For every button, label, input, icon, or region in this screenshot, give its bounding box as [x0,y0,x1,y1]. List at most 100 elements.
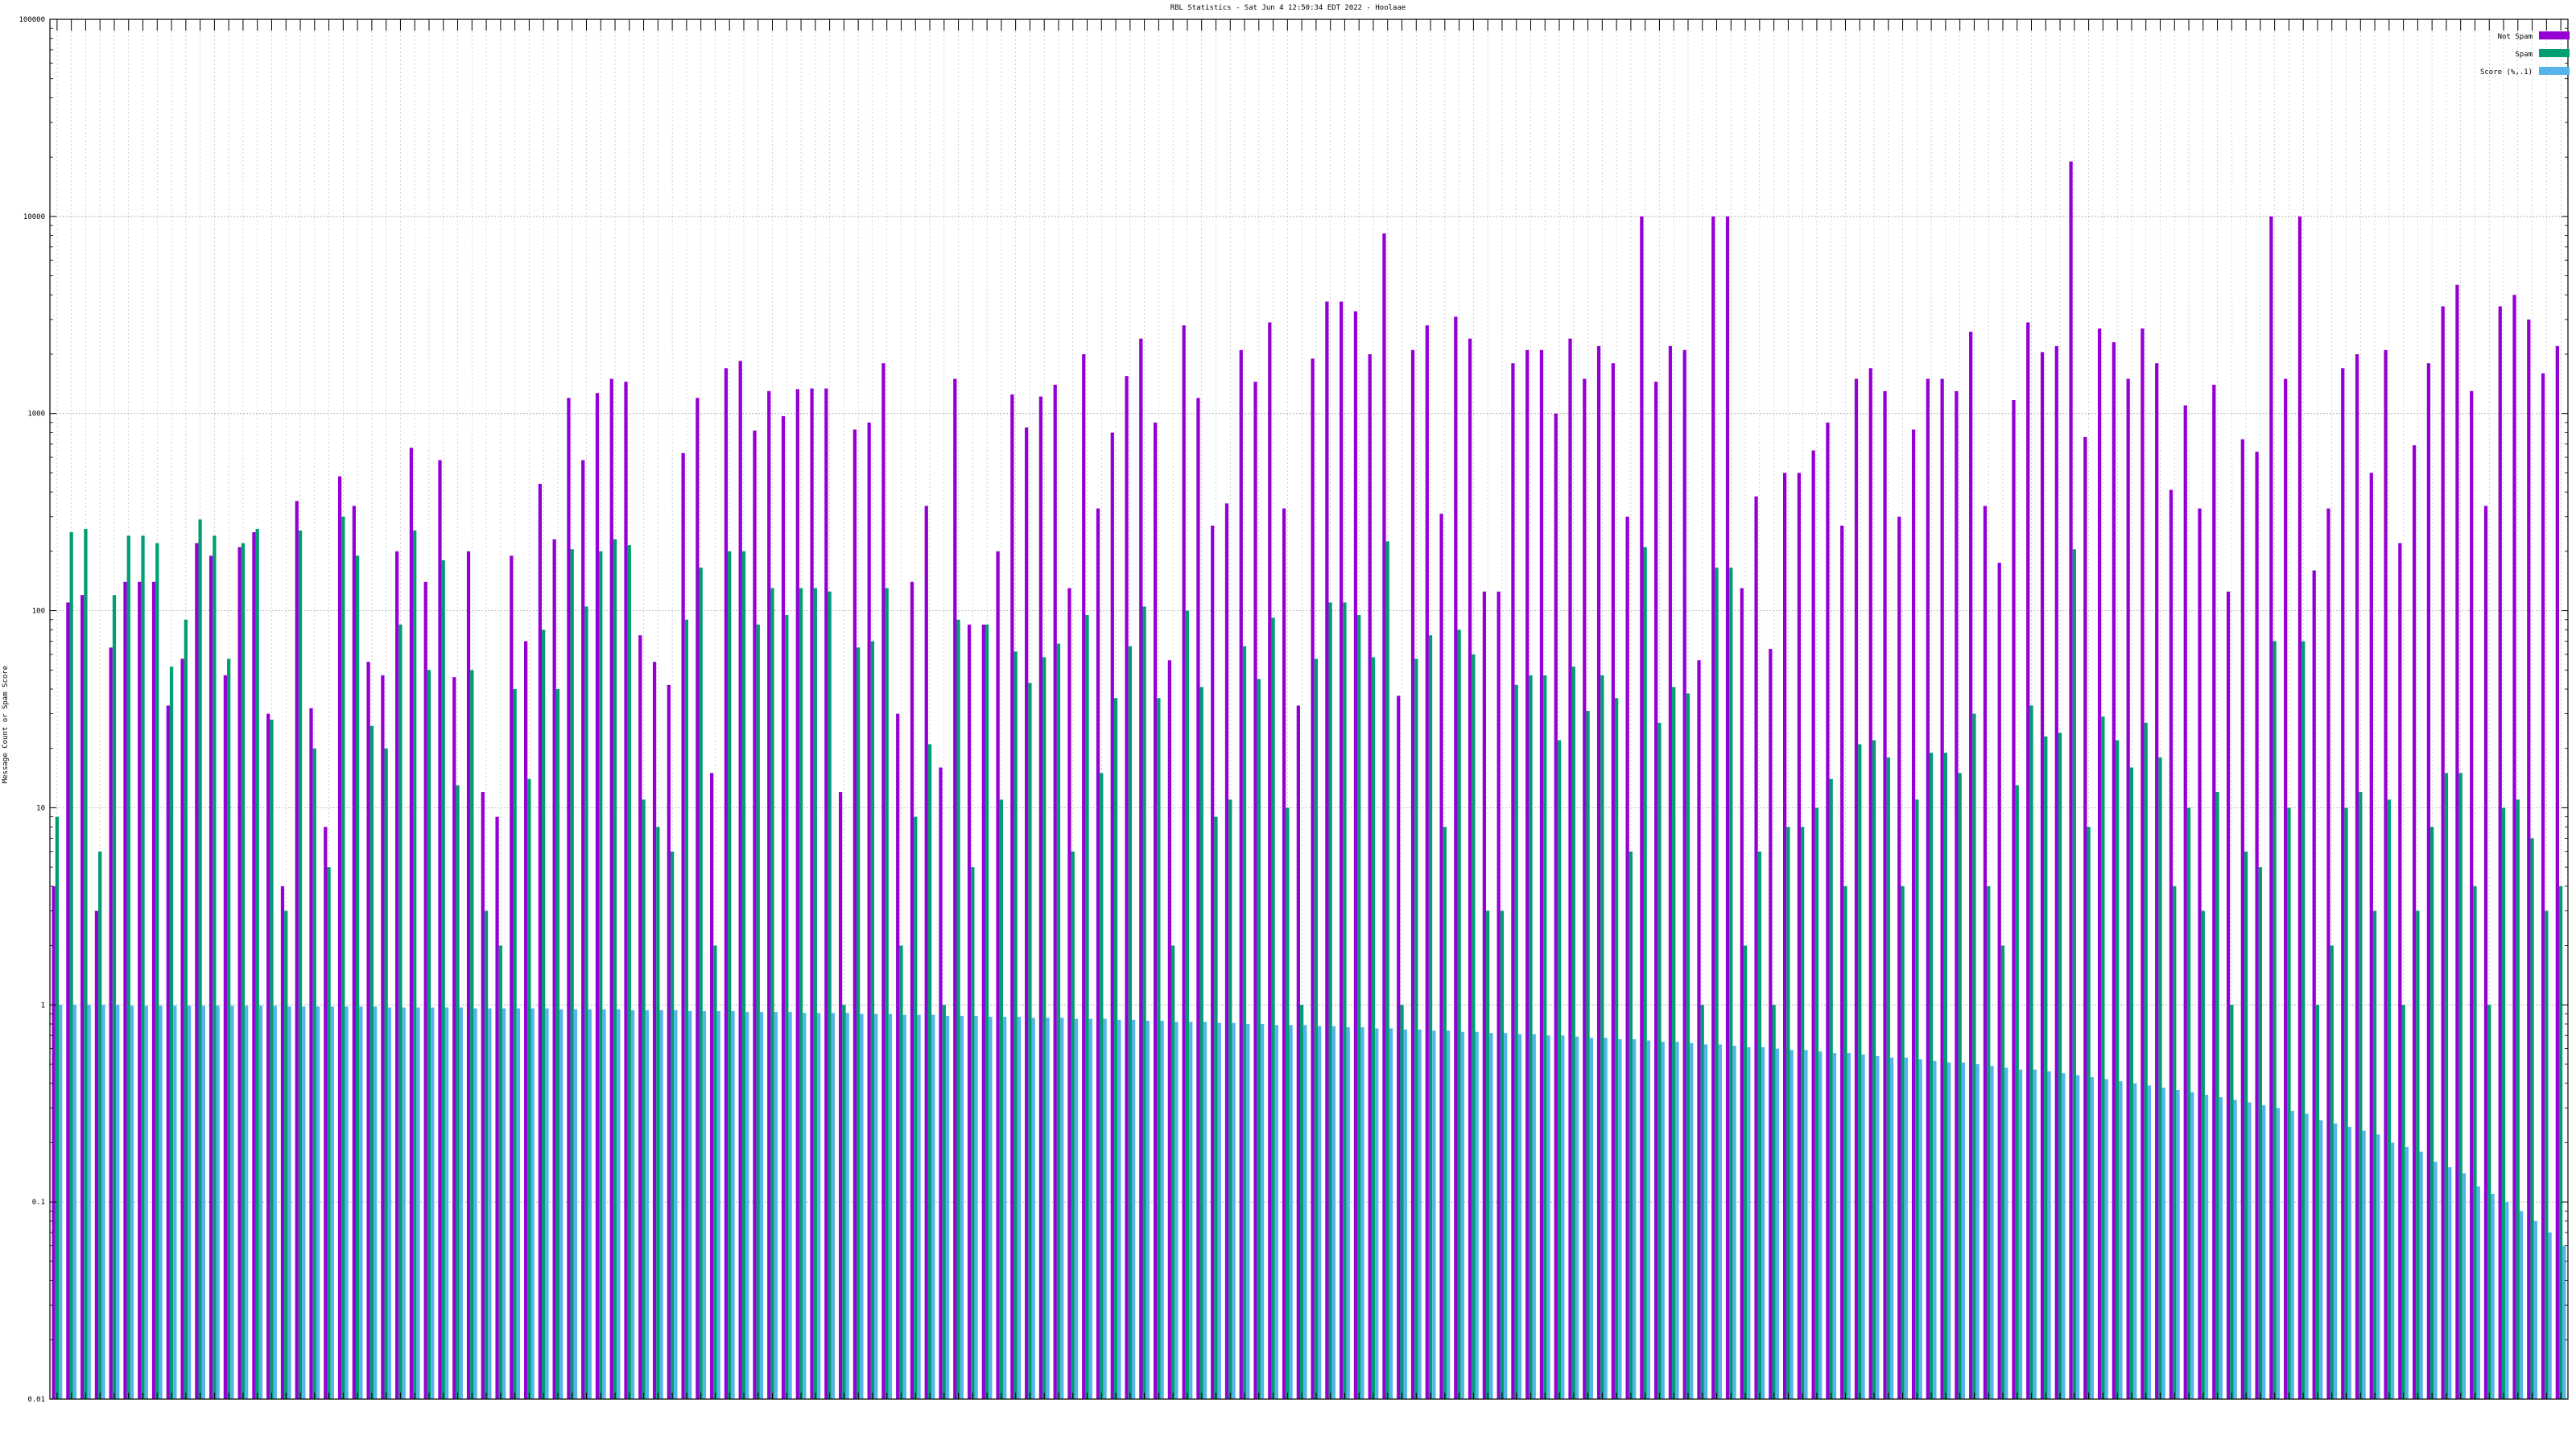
bar-not-spam [595,393,600,1399]
bar-not-spam [1182,325,1186,1399]
bar-score [2233,1100,2237,1399]
bar-not-spam [767,390,771,1399]
bar-score [659,1009,663,1399]
bar-spam [184,619,188,1399]
bar-score [2290,1110,2294,1399]
bar-spam [2558,886,2563,1399]
bar-spam [899,945,903,1399]
bar-spam [2344,807,2348,1399]
bar-score [2104,1079,2108,1399]
bar-spam [2101,716,2105,1399]
legend-label: Not Spam [2498,33,2533,41]
bar-score [2147,1085,2152,1399]
bar-not-spam [324,827,328,1399]
bar-not-spam [2483,506,2488,1399]
bar-spam [1700,1005,1704,1399]
legend-swatch [2539,31,2570,39]
bar-spam [1443,827,1447,1399]
y-axis-label: Message Count or Spam Score [2,666,10,783]
bar-spam [1142,606,1146,1399]
bar-spam [270,719,274,1399]
bar-score [173,1005,177,1399]
bar-spam [312,748,316,1399]
bar-not-spam [295,501,299,1399]
bar-not-spam [996,551,1000,1399]
bar-not-spam [223,675,228,1399]
bar-score [316,1006,320,1399]
bar-spam [613,539,617,1399]
bar-not-spam [795,389,799,1400]
bar-spam [1715,568,1719,1400]
bar-not-spam [80,595,85,1399]
bar-not-spam [1583,378,1587,1400]
bar-score [1189,1022,1193,1399]
bar-not-spam [1125,376,1129,1399]
bar-spam [456,785,460,1399]
bar-not-spam [1211,525,1215,1399]
bar-score [2133,1083,2137,1399]
bar-score [2419,1151,2423,1399]
bar-score [874,1013,878,1399]
bar-spam [1657,722,1662,1399]
bar-score [1504,1033,1508,1399]
bar-spam [1357,615,1361,1399]
bar-spam [1614,698,1619,1399]
bar-not-spam [1754,496,1758,1399]
bar-score [1232,1022,1236,1399]
bar-score [1804,1050,1808,1399]
bar-not-spam [2426,363,2431,1399]
bar-score [1103,1018,1107,1399]
bar-not-spam [696,398,700,1400]
bar-spam [870,641,875,1399]
bar-not-spam [1969,332,1973,1399]
bar-score [159,1005,163,1399]
bar-score [2319,1120,2323,1399]
bar-spam [1343,602,1347,1399]
bar-not-spam [1596,345,1601,1400]
bar-score [1088,1018,1092,1399]
bar-spam [1128,646,1132,1399]
bar-score [1060,1018,1064,1399]
bar-spam [813,588,817,1399]
bar-spam [1299,1005,1304,1399]
bar-spam [2000,945,2005,1399]
bar-score [831,1013,836,1399]
bar-spam [1286,807,1290,1399]
bar-not-spam [138,581,142,1399]
bar-spam [1915,799,1919,1399]
bar-spam [942,1005,946,1399]
bar-spam [2287,807,2291,1399]
bar-not-spam [1625,516,1629,1399]
bar-not-spam [1997,563,2001,1400]
bar-not-spam [395,551,399,1399]
bar-not-spam [1340,301,1344,1399]
bar-spam [1428,635,1433,1399]
bar-score [1747,1046,1751,1399]
bar-score [902,1014,906,1399]
bar-spam [1185,610,1190,1399]
bar-spam [570,549,574,1399]
bar-spam [126,535,130,1399]
bar-score [2362,1130,2366,1399]
bar-spam [642,799,646,1399]
bar-score [2305,1113,2309,1399]
bar-score [1975,1063,1979,1399]
bar-not-spam [2226,591,2231,1399]
bar-score [731,1011,735,1399]
bar-not-spam [1983,506,1988,1399]
bar-spam [785,615,789,1399]
y-tick-label: 0.1 [32,1199,45,1207]
bar-spam [2501,807,2506,1399]
bar-not-spam [2384,349,2388,1399]
bar-spam [2072,549,2076,1399]
bar-spam [2244,851,2248,1399]
bar-score [1861,1054,1865,1399]
bar-spam [956,619,960,1399]
bar-not-spam [2126,378,2130,1400]
bar-not-spam [123,581,127,1399]
bar-not-spam [366,662,370,1399]
bar-not-spam [567,398,571,1400]
bar-score [116,1005,120,1399]
bar-spam [2029,705,2033,1399]
bar-spam [2330,945,2334,1399]
